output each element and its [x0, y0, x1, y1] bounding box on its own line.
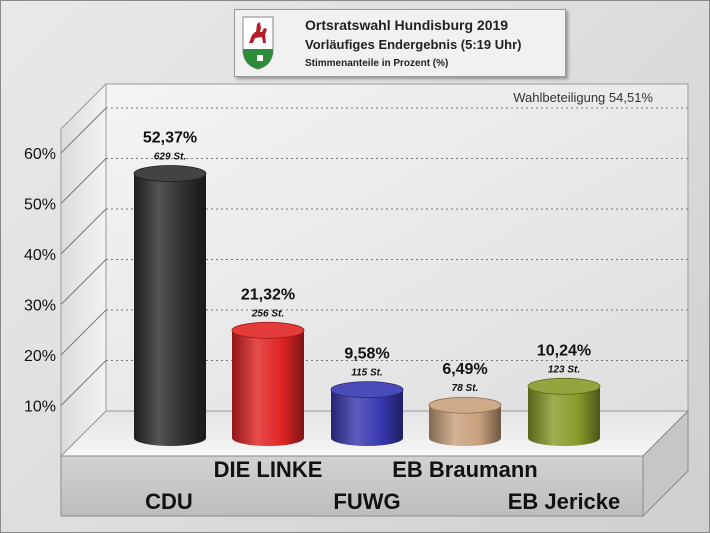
value-label: 9,58% — [344, 346, 389, 363]
bar-body — [528, 386, 600, 446]
gridline-side — [60, 259, 107, 305]
y-axis-ticks: 10% 20% 30% 40% 50% 60% — [24, 146, 56, 416]
bar-2 — [231, 321, 305, 446]
bar-body — [134, 173, 206, 446]
bar-4 — [428, 396, 502, 446]
y-tick-label: 40% — [24, 247, 56, 264]
y-tick-label: 20% — [24, 348, 56, 365]
category-labels: CDU DIE LINKE FUWG EB Braumann EB Jericke — [145, 457, 620, 514]
gridline-side — [60, 208, 107, 255]
bar-top — [527, 377, 601, 395]
bar-3 — [330, 381, 404, 446]
votes-label: 78 St. — [452, 383, 479, 394]
y-tick-label: 50% — [24, 197, 56, 214]
bar-5 — [527, 377, 601, 446]
bar-top — [428, 396, 502, 414]
gridline-side — [60, 158, 107, 204]
votes-label: 115 St. — [351, 368, 383, 379]
y-tick-label: 60% — [24, 146, 56, 163]
turnout-label: Wahlbeteiligung 54,51% — [513, 90, 653, 105]
gridline-side — [60, 360, 107, 406]
category-panel — [60, 455, 644, 517]
side-wall — [60, 82, 107, 458]
chart-note: Stimmenanteile in Prozent (%) — [305, 58, 449, 69]
bar-top — [330, 381, 404, 399]
chart-title: Ortsratswahl Hundisburg 2019 — [305, 17, 509, 33]
category-label: DIE LINKE — [214, 457, 323, 482]
value-label: 21,32% — [241, 286, 295, 303]
bar-top — [231, 321, 305, 339]
value-label: 6,49% — [442, 361, 487, 378]
header-box: Ortsratswahl Hundisburg 2019 Vorläufiges… — [234, 9, 566, 77]
votes-label: 629 St. — [154, 152, 186, 163]
hundisburg-coat-of-arms-icon — [242, 16, 274, 70]
category-label: EB Braumann — [392, 457, 537, 482]
gridline-side — [60, 107, 107, 154]
gridline-side — [60, 309, 107, 356]
bar-top — [133, 165, 207, 182]
y-tick-label: 30% — [24, 298, 56, 315]
bar-body — [232, 330, 304, 446]
category-label: EB Jericke — [508, 489, 621, 514]
y-tick-label: 10% — [24, 399, 56, 416]
bar-body — [429, 405, 501, 446]
votes-label: 256 St. — [251, 308, 284, 319]
votes-label: 123 St. — [548, 364, 580, 375]
category-label: FUWG — [333, 489, 400, 514]
value-label: 10,24% — [537, 342, 591, 359]
bar-labels: 52,37% 629 St. 21,32% 256 St. 9,58% 115 St. 6,… — [143, 130, 591, 395]
value-label: 52,37% — [143, 130, 197, 147]
bar-body — [331, 389, 403, 446]
bars — [133, 165, 601, 446]
bar-1 — [133, 165, 207, 446]
category-label: CDU — [145, 489, 193, 514]
chart-subtitle: Vorläufiges Endergebnis (5:19 Uhr) — [305, 37, 522, 52]
